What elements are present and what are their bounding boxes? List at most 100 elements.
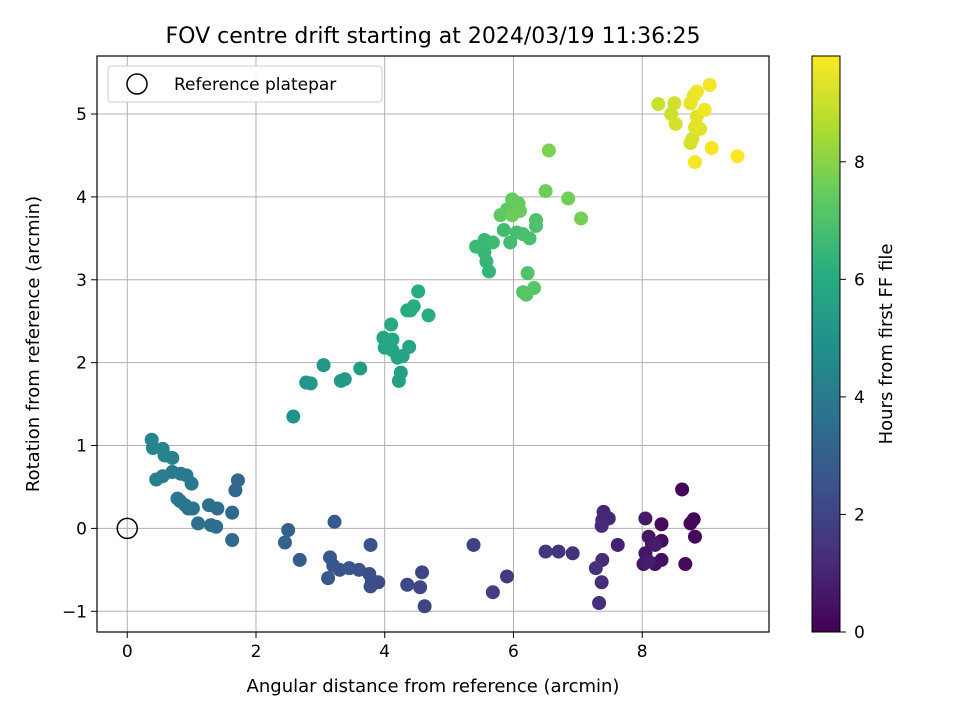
data-point (411, 284, 426, 299)
data-point (170, 491, 185, 506)
data-point (292, 552, 307, 567)
data-point (144, 432, 159, 447)
data-point (668, 116, 683, 131)
data-point (574, 211, 589, 226)
y-axis-ticks: −1 0 1 2 3 4 5 (62, 105, 97, 622)
grid-lines (97, 56, 769, 632)
colorbar-tick-label: 2 (854, 505, 865, 525)
data-point (541, 143, 556, 158)
data-point (551, 544, 566, 559)
data-point (654, 517, 669, 532)
data-point (693, 121, 708, 136)
data-point (485, 585, 500, 600)
data-point (538, 184, 553, 199)
data-point (353, 361, 368, 376)
data-point (588, 561, 603, 576)
data-point (149, 472, 164, 487)
x-tick-label: 4 (379, 642, 390, 662)
data-point (203, 518, 218, 533)
legend: Reference platepar (107, 65, 383, 103)
data-point (485, 235, 500, 250)
y-tick-label: 4 (76, 188, 87, 208)
data-point (400, 577, 415, 592)
legend-marker-icon (126, 73, 148, 95)
colorbar-tick-label: 0 (854, 623, 865, 643)
data-point (384, 317, 399, 332)
x-axis-label: Angular distance from reference (arcmin) (247, 676, 620, 697)
data-point (538, 544, 553, 559)
colorbar-ticks: 0 2 4 6 8 (840, 153, 865, 643)
data-point (687, 529, 702, 544)
reference-platepar-marker (116, 517, 139, 540)
data-point (522, 231, 537, 246)
data-point (303, 376, 318, 391)
data-point (648, 537, 663, 552)
data-point (651, 97, 666, 112)
reference-marker (116, 517, 139, 540)
data-point (641, 554, 656, 569)
data-point (415, 565, 430, 580)
colorbar-tick-label: 6 (854, 270, 865, 290)
data-point (594, 575, 609, 590)
y-tick-label: 5 (76, 105, 87, 125)
plot-frame (96, 55, 770, 633)
data-point (520, 266, 535, 281)
data-point (610, 537, 625, 552)
data-point (417, 599, 432, 614)
y-tick-label: 3 (76, 271, 87, 291)
data-point (702, 78, 717, 93)
x-axis-ticks: 0 2 4 6 8 (122, 632, 648, 662)
data-point (667, 96, 682, 111)
data-point (406, 299, 421, 314)
data-point (363, 579, 378, 594)
y-axis-label: Rotation from reference (arcmin) (23, 196, 44, 492)
data-point (413, 580, 428, 595)
data-point (687, 155, 702, 170)
data-point (561, 191, 576, 206)
data-point (466, 537, 481, 552)
colorbar-tick-label: 4 (854, 388, 865, 408)
colorbar-gradient (811, 55, 841, 633)
data-point (393, 365, 408, 380)
data-point (500, 569, 515, 584)
y-tick-label: −1 (62, 602, 87, 622)
data-point (592, 595, 607, 610)
data-point (321, 571, 336, 586)
data-point (323, 550, 338, 565)
y-tick-label: 1 (76, 437, 87, 457)
data-point (565, 546, 580, 561)
legend-entry-label: Reference platepar (174, 75, 336, 95)
colorbar-tick-label: 8 (854, 153, 865, 173)
data-point (503, 235, 518, 250)
data-point (638, 511, 653, 526)
data-point (683, 516, 698, 531)
chart-title: FOV centre drift starting at 2024/03/19 … (166, 24, 701, 49)
legend-box (107, 65, 383, 103)
data-point (675, 482, 690, 497)
x-tick-label: 8 (637, 642, 648, 662)
x-tick-label: 6 (508, 642, 519, 662)
data-point (496, 223, 511, 238)
data-point (363, 537, 378, 552)
data-point (402, 339, 417, 354)
data-point (202, 498, 216, 513)
colorbar-label: Hours from first FF file (876, 244, 897, 445)
data-point (527, 281, 542, 296)
data-point (225, 505, 240, 520)
data-point (528, 213, 543, 228)
data-point (505, 208, 520, 223)
x-tick-label: 0 (122, 642, 133, 662)
data-point (281, 523, 296, 538)
data-point (191, 516, 206, 531)
data-point (327, 514, 342, 529)
data-point (337, 372, 352, 387)
data-point (421, 308, 436, 323)
data-point (385, 332, 400, 347)
data-point (704, 140, 719, 155)
data-point (228, 483, 243, 498)
y-tick-label: 0 (76, 519, 87, 539)
data-point (685, 131, 700, 146)
data-point (316, 358, 331, 373)
colorbar: 0 2 4 6 8 Hours from first FF file (811, 55, 897, 643)
data-point (678, 557, 693, 572)
